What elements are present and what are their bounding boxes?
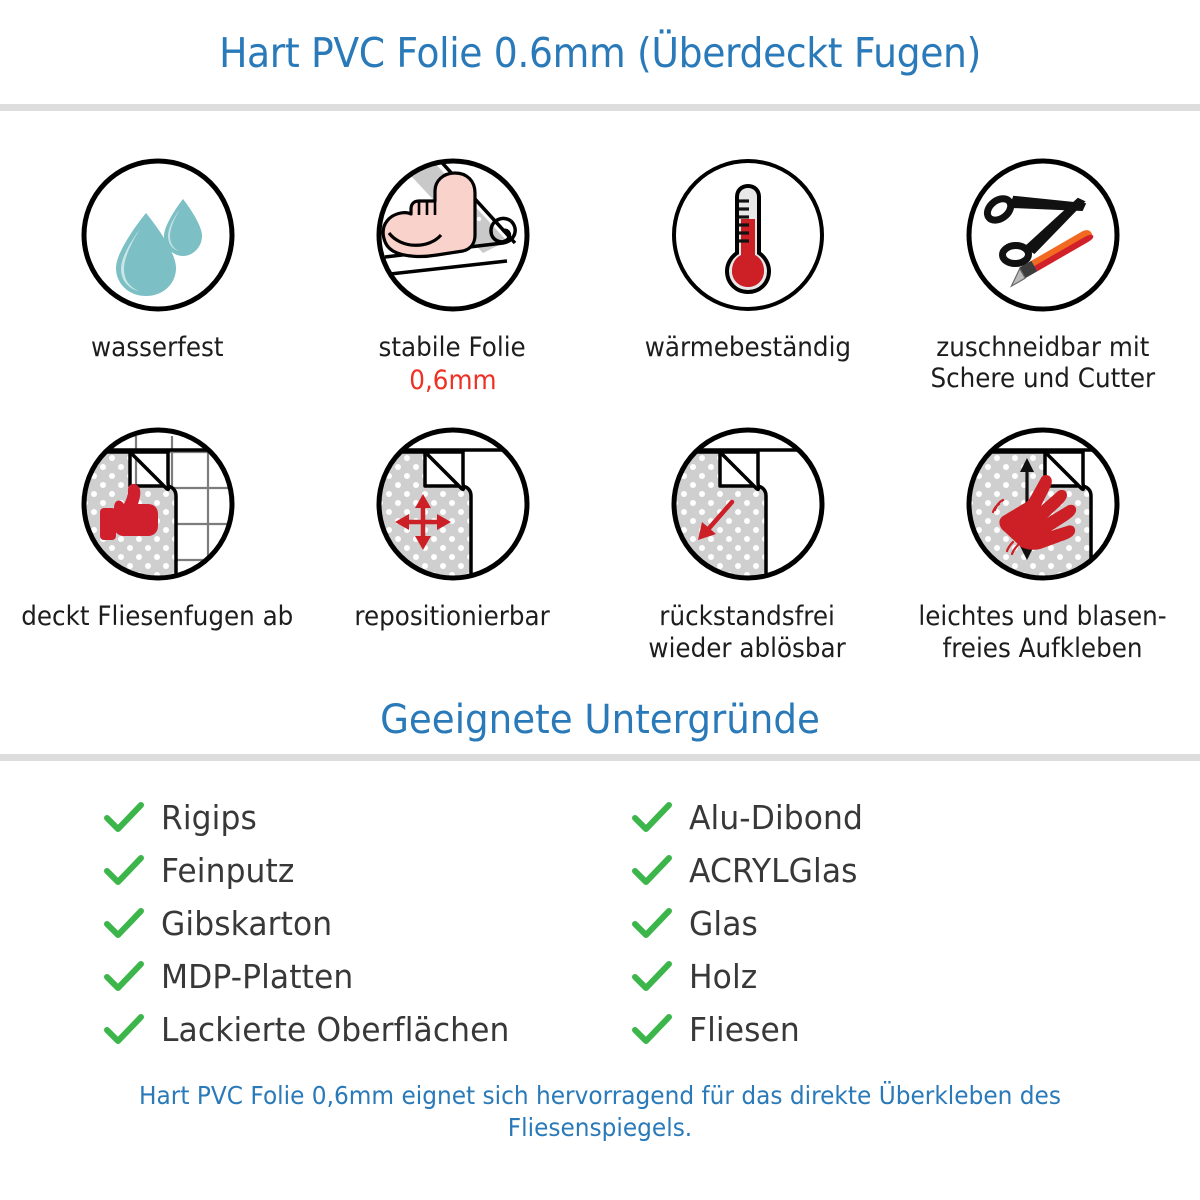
section-heading-untergruende: Geeignete Untergründe xyxy=(380,696,820,743)
substrates-checklist: Rigips Feinputz Gibskarton MDP-Platten L… xyxy=(0,794,1200,1054)
substrate-label: Glas xyxy=(689,904,758,944)
feature-deckt-fliesenfugen: deckt Fliesenfugen ab xyxy=(10,426,305,664)
list-item: MDP-Platten xyxy=(104,953,632,1001)
list-item: Gibskarton xyxy=(104,900,632,948)
feature-stabile-folie: stabile Folie 0,6mm xyxy=(305,157,600,396)
substrates-column-right: Alu-Dibond ACRYLGlas Glas Holz Fliesen xyxy=(632,794,1160,1054)
feature-label: deckt Fliesenfugen ab xyxy=(21,601,294,633)
check-icon xyxy=(632,1013,672,1044)
divider-top xyxy=(0,104,1200,111)
feature-label: stabile Folie xyxy=(378,332,527,363)
feature-repositionierbar: repositionierbar xyxy=(305,426,600,664)
feature-label: rückstandsfrei wieder ablösbar xyxy=(648,601,847,664)
list-item: ACRYLGlas xyxy=(632,847,1160,895)
feature-label: zuschneidbar mit Schere und Cutter xyxy=(930,332,1155,395)
water-drops-icon xyxy=(80,157,236,313)
check-icon xyxy=(632,801,672,832)
feature-label: wasserfest xyxy=(91,332,224,363)
check-icon xyxy=(104,854,144,885)
four-way-arrow-foil-icon xyxy=(375,426,531,582)
feature-sublabel: 0,6mm xyxy=(408,365,497,397)
scissors-cutter-icon xyxy=(965,157,1121,313)
check-icon xyxy=(104,801,144,832)
list-item: Fliesen xyxy=(632,1006,1160,1054)
substrate-label: Lackierte Oberflächen xyxy=(161,1010,510,1050)
list-item: Rigips xyxy=(104,794,632,842)
list-item: Feinputz xyxy=(104,847,632,895)
list-item: Holz xyxy=(632,953,1160,1001)
list-item: Glas xyxy=(632,900,1160,948)
list-item: Lackierte Oberflächen xyxy=(104,1006,632,1054)
check-icon xyxy=(104,960,144,991)
feature-blasenfreies-aufkleben: leichtes und blasen- freies Aufkleben xyxy=(895,426,1190,664)
check-icon xyxy=(104,907,144,938)
check-icon xyxy=(632,907,672,938)
substrate-label: Fliesen xyxy=(689,1010,800,1050)
feature-rueckstandsfrei: rückstandsfrei wieder ablösbar xyxy=(600,426,895,664)
list-item: Alu-Dibond xyxy=(632,794,1160,842)
footer-note: Hart PVC Folie 0,6mm eignet sich hervorr… xyxy=(139,1080,1061,1143)
check-icon xyxy=(632,854,672,885)
substrate-label: Alu-Dibond xyxy=(689,798,863,838)
page-title: Hart PVC Folie 0.6mm (Überdeckt Fugen) xyxy=(219,29,981,77)
feature-zuschneidbar: zuschneidbar mit Schere und Cutter xyxy=(895,157,1190,396)
substrates-column-left: Rigips Feinputz Gibskarton MDP-Platten L… xyxy=(104,794,632,1054)
check-icon xyxy=(104,1013,144,1044)
feature-grid-row-1: wasserfest xyxy=(0,157,1200,396)
substrate-label: ACRYLGlas xyxy=(689,851,858,891)
substrate-label: Holz xyxy=(689,957,758,997)
feature-label: repositionierbar xyxy=(354,601,551,633)
thumbs-up-tile-foil-icon xyxy=(80,426,236,582)
feature-grid-row-2: deckt Fliesenfugen ab xyxy=(0,426,1200,664)
substrate-label: Gibskarton xyxy=(161,904,333,944)
feature-wasserfest: wasserfest xyxy=(10,157,305,396)
feature-label: wärmebeständig xyxy=(644,332,851,363)
substrate-label: Rigips xyxy=(161,798,257,838)
peel-arrow-foil-icon xyxy=(670,426,826,582)
hand-smoothing-foil-icon xyxy=(965,426,1121,582)
thermometer-icon xyxy=(670,157,826,313)
check-icon xyxy=(632,960,672,991)
feature-label: leichtes und blasen- freies Aufkleben xyxy=(918,601,1167,664)
feature-waermebestaendig: wärmebeständig xyxy=(600,157,895,396)
divider-middle xyxy=(0,753,1200,761)
substrate-label: MDP-Platten xyxy=(161,957,354,997)
flexing-arm-foil-icon xyxy=(375,157,531,313)
substrate-label: Feinputz xyxy=(161,851,295,891)
